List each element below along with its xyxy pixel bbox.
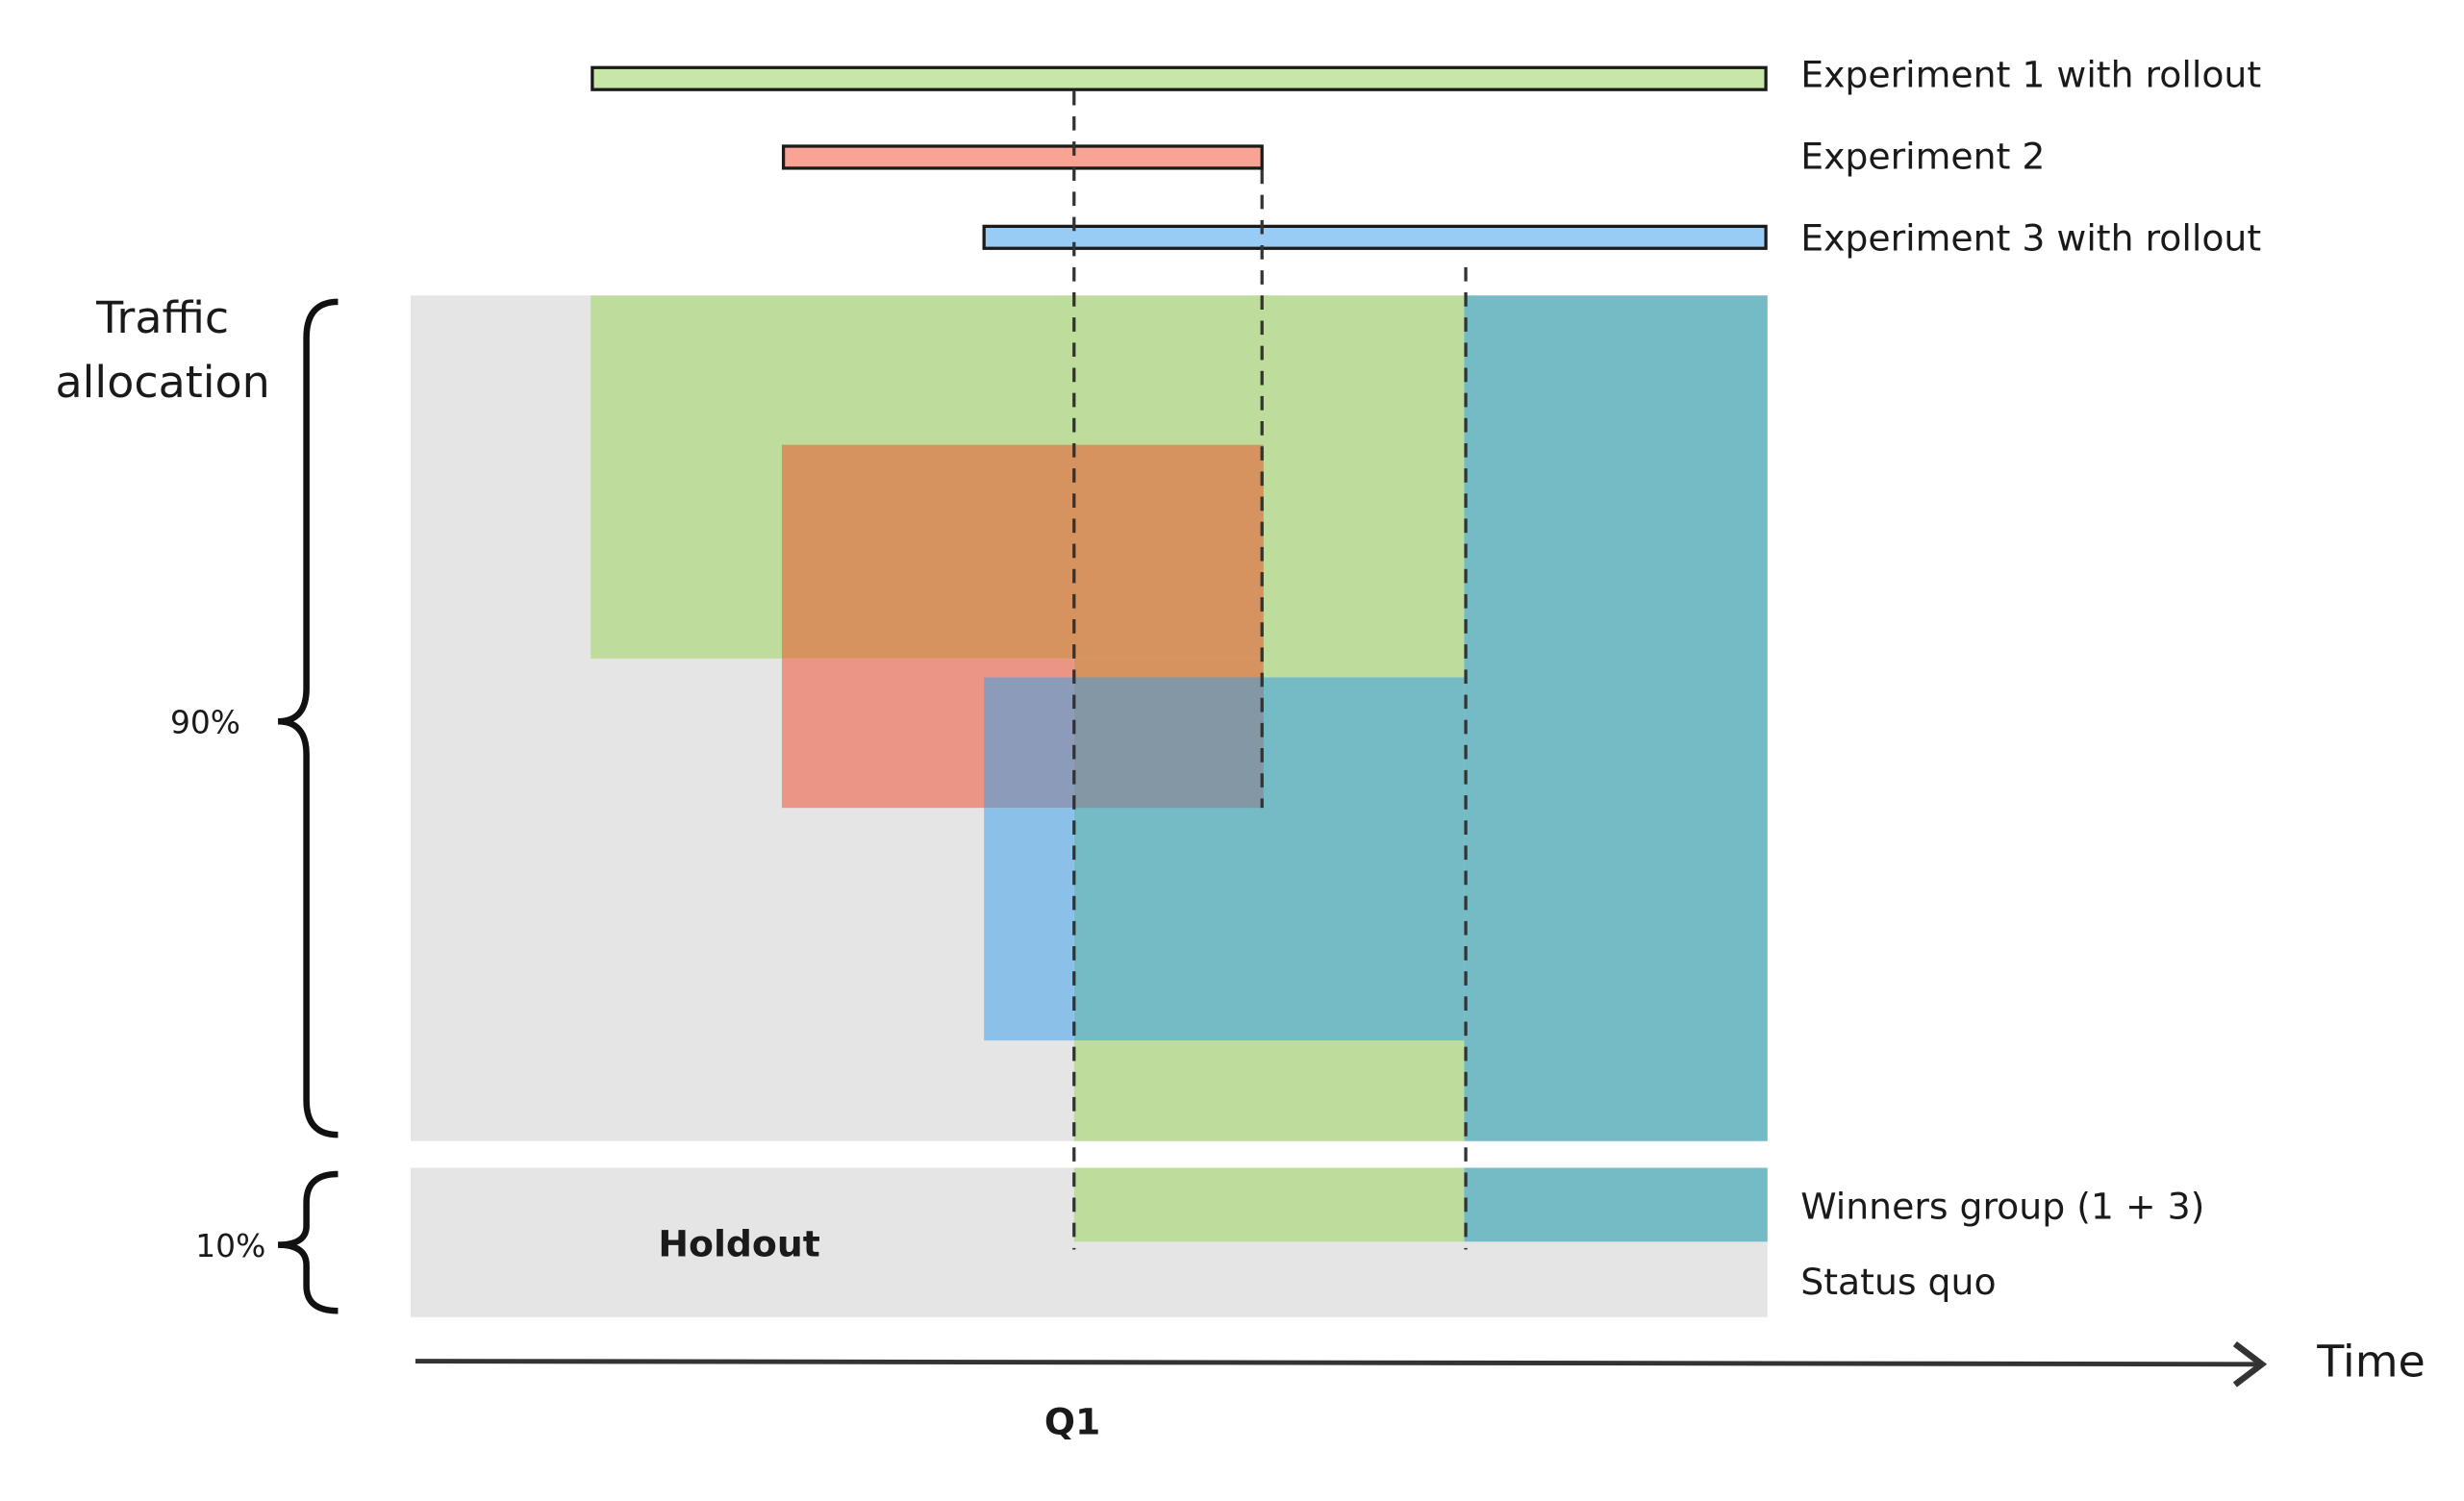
brace-10-icon <box>277 1170 339 1314</box>
holdout-label: Holdout <box>658 1223 819 1265</box>
experiment-2-label: Experiment 2 <box>1800 136 2045 178</box>
experiment-3-label: Experiment 3 with rollout <box>1800 217 2261 260</box>
holdout-area <box>411 1167 1768 1317</box>
time-axis-label: Time <box>2316 1335 2426 1387</box>
experiment-1-bar <box>591 65 1768 91</box>
q1-tick-label: Q1 <box>1044 1400 1100 1442</box>
winners-green <box>1073 1167 1465 1242</box>
winners-teal <box>1464 1167 1768 1242</box>
time-axis <box>415 1359 2259 1367</box>
experiment-1-label: Experiment 1 with rollout <box>1800 54 2261 96</box>
experiment-3-bar <box>982 224 1768 250</box>
traffic-label-line1: Traffic <box>95 291 229 343</box>
arrow-head-icon <box>2232 1340 2268 1388</box>
milestone-lines <box>1072 90 1468 1250</box>
experiment-1-2-3-overlap <box>1073 677 1264 809</box>
experiment-3-area <box>984 808 1074 1041</box>
traffic-label-line2: allocation <box>55 356 269 408</box>
winners-group-label: Winners group (1 + 3) <box>1800 1186 2204 1228</box>
experiment-2-3-overlap <box>984 677 1074 809</box>
brace-90-icon <box>277 298 339 1138</box>
main-share-label: 90% <box>170 705 240 741</box>
holdout-share-label: 10% <box>195 1228 265 1264</box>
rollout-teal-area <box>1464 295 1768 1141</box>
status-quo-label: Status quo <box>1800 1261 1996 1303</box>
experiment-2-bar <box>781 144 1264 170</box>
experiment-1-2-overlap <box>781 444 1264 659</box>
main-traffic-area <box>411 295 1768 1141</box>
rollout-1-area <box>1073 1040 1465 1141</box>
